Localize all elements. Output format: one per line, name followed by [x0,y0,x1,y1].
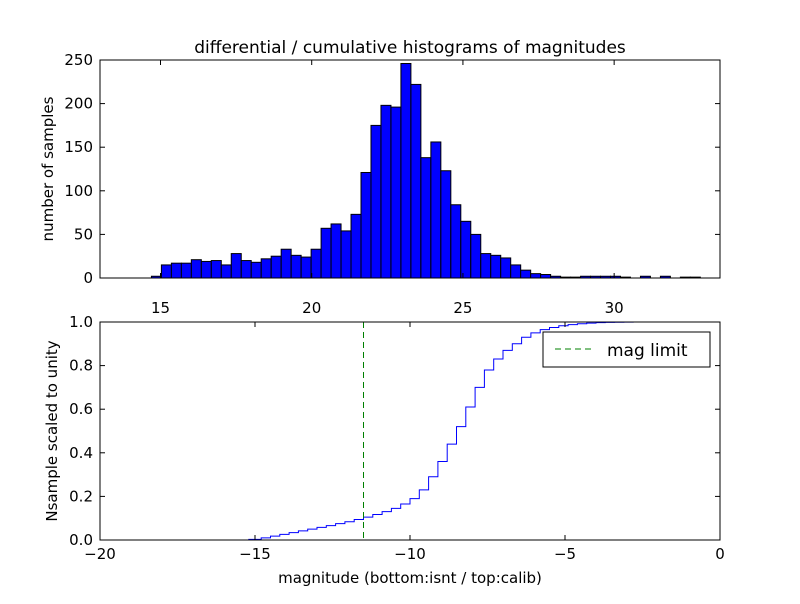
histogram-bar [200,260,212,279]
histogram-bar [190,259,202,279]
histogram-axes-frame [99,59,721,279]
cumulative-x-label: magnitude (bottom:isnt / top:calib) [278,569,542,587]
histogram-bar [310,248,322,279]
histogram-bar [400,62,412,279]
histogram-bar [290,254,302,279]
histogram-bar [480,253,492,279]
histogram-bar [210,260,222,279]
histogram-bar [340,230,352,279]
histogram-bar [240,260,252,279]
histogram-bar [530,273,542,279]
cumulative-y-tick-label: 0.4 [69,444,93,462]
cumulative-y-ticks: 0.0 0.2 0.4 0.6 0.8 1.0 [69,313,720,549]
histogram-bar [460,220,472,279]
histogram-bar [470,233,482,279]
histogram-bar [390,106,402,279]
histogram-bar [260,258,272,279]
histogram-bar [160,264,172,279]
cumulative-x-tick-label: −5 [554,545,576,563]
histogram-bar [350,213,362,279]
histogram-y-tick-label: 250 [64,51,93,69]
cumulative-panel: Nsample scaled to unity magnitude (botto… [43,313,725,587]
histogram-bar [360,171,372,279]
histogram-bar [500,257,512,279]
histogram-bar [510,264,522,279]
cumulative-y-tick-label: 0.0 [69,531,93,549]
cumulative-y-tick-label: 0.8 [69,357,93,375]
histogram-x-tick-label: 20 [302,299,321,317]
cumulative-x-tick-label: −15 [239,545,271,563]
legend: mag limit [542,331,711,368]
histogram-bar [450,204,462,279]
histogram-bar [420,157,432,279]
cumulative-step-line [100,321,720,541]
histogram-bar [380,104,392,279]
histogram-y-tick-label: 200 [64,95,93,113]
cumulative-x-ticks: −20 −15 −10 −5 0 [84,322,725,563]
histogram-bar [540,274,552,279]
cumulative-x-tick-label: −10 [394,545,426,563]
histogram-bar [300,256,312,279]
histogram-bar [170,262,182,279]
histogram-x-tick-label: 15 [151,299,170,317]
histogram-bar [270,255,282,279]
histogram-bar [180,262,192,279]
histogram-bar [330,223,342,279]
histogram-bar [370,124,382,279]
histogram-title: differential / cumulative histograms of … [194,38,626,58]
histogram-bar [220,264,232,279]
histogram-x-ticks: 15 20 25 30 [151,60,624,317]
cumulative-y-tick-label: 0.6 [69,400,93,418]
histogram-y-ticks: 0 50 100 150 200 250 [64,51,720,287]
cumulative-x-tick-label: 0 [715,545,725,563]
cumulative-y-label: Nsample scaled to unity [43,340,61,521]
histogram-y-tick-label: 100 [64,182,93,200]
histogram-bar [320,227,332,279]
histogram-bar [430,141,442,279]
histogram-bar [280,248,292,279]
histogram-y-tick-label: 0 [83,269,93,287]
histogram-bar [490,254,502,279]
cumulative-y-tick-label: 0.2 [69,487,93,505]
cumulative-y-tick-label: 1.0 [69,313,93,331]
histogram-panel: differential / cumulative histograms of … [39,38,721,317]
histogram-bar [520,269,532,279]
cumulative-x-tick-label: −20 [84,545,116,563]
legend-label: mag limit [607,341,688,361]
histogram-y-tick-label: 150 [64,138,93,156]
histogram-bar [250,261,262,279]
histogram-x-tick-label: 30 [605,299,624,317]
histogram-y-label: number of samples [39,96,57,241]
histogram-x-tick-label: 25 [453,299,472,317]
histogram-bar [230,253,242,279]
histogram-bar [440,170,452,279]
histogram-bars [150,62,701,279]
histogram-bar [410,83,422,279]
histogram-y-tick-label: 50 [74,225,93,243]
